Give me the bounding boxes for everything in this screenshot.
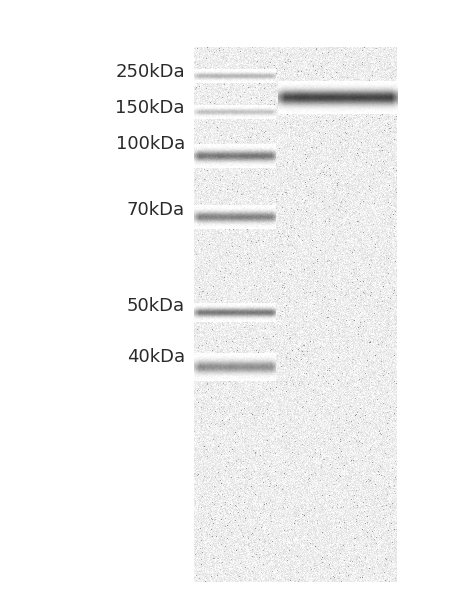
Text: 250kDa: 250kDa: [115, 63, 185, 81]
Text: 70kDa: 70kDa: [127, 201, 185, 219]
Text: 100kDa: 100kDa: [116, 135, 185, 153]
Text: 150kDa: 150kDa: [115, 99, 185, 117]
Text: 40kDa: 40kDa: [127, 348, 185, 366]
Text: 50kDa: 50kDa: [127, 297, 185, 315]
